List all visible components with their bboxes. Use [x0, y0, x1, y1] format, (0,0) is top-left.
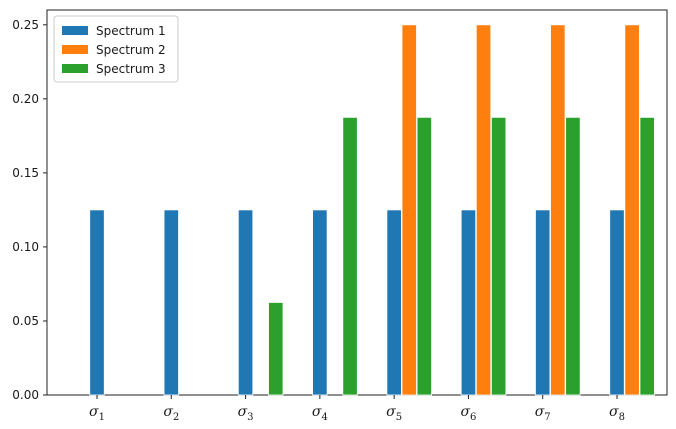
y-tick-label: 0.20: [12, 92, 39, 106]
legend-label-series3: Spectrum 3: [96, 62, 166, 76]
bar-series1-cat6: [460, 209, 477, 396]
y-tick-label: 0.25: [12, 18, 39, 32]
bar-series3-cat8: [639, 116, 655, 396]
bar-series2-cat5: [401, 24, 417, 396]
y-tick-label: 0.00: [12, 388, 39, 402]
x-tick-label: σ3: [238, 404, 254, 423]
y-tick-label: 0.05: [12, 314, 39, 328]
x-axis: σ1 σ2 σ3 σ4 σ5 σ6 σ7 σ8: [89, 395, 625, 423]
bar-series1-cat8: [609, 209, 625, 396]
x-tick-label: σ1: [89, 404, 105, 423]
legend-swatch-series3: [62, 64, 88, 73]
legend-label-series1: Spectrum 1: [96, 24, 166, 38]
bar-series1-cat1: [89, 209, 105, 396]
x-tick-label: σ2: [163, 404, 179, 423]
bar-series1-cat2: [163, 209, 179, 396]
legend-swatch-series1: [62, 26, 88, 35]
bar-series3-cat6: [490, 116, 507, 396]
bars-layer: [89, 24, 655, 396]
x-tick-label: σ6: [460, 404, 476, 423]
x-tick-label: σ8: [609, 404, 625, 423]
bar-series3-cat4: [342, 116, 358, 396]
y-tick-label: 0.10: [12, 240, 39, 254]
y-axis: 0.00 0.05 0.10 0.15 0.20 0.25: [12, 18, 47, 402]
y-tick-label: 0.15: [12, 166, 39, 180]
bar-series1-cat7: [535, 209, 551, 396]
bar-series3-cat7: [565, 116, 581, 396]
legend-label-series2: Spectrum 2: [96, 43, 166, 57]
bar-series2-cat8: [624, 24, 640, 396]
x-tick-label: σ7: [535, 404, 551, 423]
bar-series1-cat5: [386, 209, 402, 396]
bar-series2-cat7: [550, 24, 566, 396]
legend: Spectrum 1 Spectrum 2 Spectrum 3: [53, 15, 179, 83]
bar-series3-cat3: [268, 302, 284, 396]
bar-series1-cat3: [237, 209, 254, 396]
bar-series3-cat5: [416, 116, 432, 396]
x-tick-label: σ4: [312, 404, 328, 423]
bar-series1-cat4: [312, 209, 328, 396]
x-tick-label: σ5: [386, 404, 402, 423]
bar-series2-cat6: [475, 24, 492, 396]
legend-swatch-series2: [62, 45, 88, 54]
